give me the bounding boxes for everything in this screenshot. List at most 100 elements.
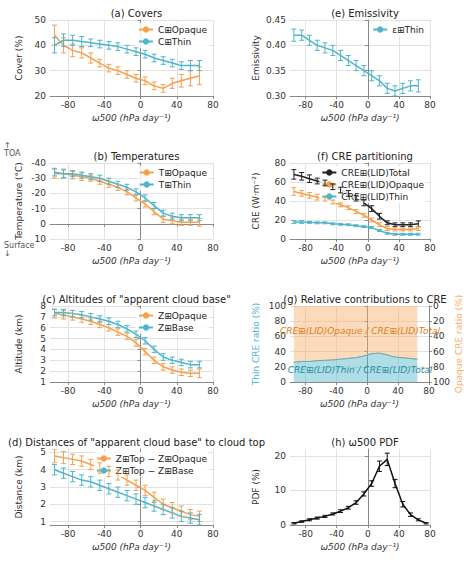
svg-text:0.35: 0.35 <box>266 66 286 76</box>
svg-text:Distance (km): Distance (km) <box>14 455 24 518</box>
svg-text:CRE⊞(LID)Thin: CRE⊞(LID)Thin <box>341 192 408 202</box>
svg-text:(c) Altitudes of "apparent clo: (c) Altitudes of "apparent cloud base" <box>42 294 231 305</box>
svg-text:ω500 (hPa day⁻¹): ω500 (hPa day⁻¹) <box>320 542 399 552</box>
svg-text:0.40: 0.40 <box>266 40 286 50</box>
svg-text:3: 3 <box>40 355 46 365</box>
svg-text:Cover (%): Cover (%) <box>14 36 24 81</box>
svg-text:0: 0 <box>365 529 371 539</box>
svg-text:Opaque CRE ratio (%): Opaque CRE ratio (%) <box>454 295 464 393</box>
svg-text:Z⊞Opaque: Z⊞Opaque <box>158 311 207 321</box>
svg-text:Altitude (km): Altitude (km) <box>14 314 24 373</box>
svg-text:(d) Distances of "apparent clo: (d) Distances of "apparent cloud base" t… <box>8 437 265 448</box>
svg-text:-80: -80 <box>298 243 313 253</box>
svg-text:20: 20 <box>275 362 287 372</box>
svg-text:80: 80 <box>207 243 219 253</box>
svg-text:0: 0 <box>364 386 370 396</box>
svg-text:(g) Relative contributions to: (g) Relative contributions to CRE <box>283 294 446 305</box>
svg-text:80: 80 <box>207 100 219 110</box>
svg-text:0: 0 <box>280 234 286 244</box>
svg-text:0: 0 <box>138 386 144 396</box>
svg-text:ω500 (hPa day⁻¹): ω500 (hPa day⁻¹) <box>92 256 171 266</box>
svg-text:1: 1 <box>40 517 46 527</box>
svg-text:6: 6 <box>40 323 46 333</box>
svg-text:(b) Temperatures: (b) Temperatures <box>94 151 180 162</box>
svg-text:80: 80 <box>424 243 436 253</box>
svg-text:(e) Emissivity: (e) Emissivity <box>331 8 399 19</box>
svg-text:80: 80 <box>207 386 219 396</box>
svg-text:80: 80 <box>275 316 287 326</box>
svg-text:CRE⊞(LID)Opaque: CRE⊞(LID)Opaque <box>341 180 424 190</box>
svg-text:40: 40 <box>393 243 405 253</box>
svg-text:CRE (W·m⁻²): CRE (W·m⁻²) <box>251 173 261 230</box>
svg-text:PDF (%): PDF (%) <box>251 469 261 505</box>
svg-text:60: 60 <box>275 177 287 187</box>
svg-text:80: 80 <box>275 158 287 168</box>
svg-text:ω500 (hPa day⁻¹): ω500 (hPa day⁻¹) <box>320 113 399 123</box>
svg-text:-40: -40 <box>329 100 344 110</box>
svg-text:ω500 (hPa day⁻¹): ω500 (hPa day⁻¹) <box>320 399 399 409</box>
svg-text:60: 60 <box>433 347 445 357</box>
svg-text:80: 80 <box>424 529 436 539</box>
svg-text:0: 0 <box>138 243 144 253</box>
svg-text:40: 40 <box>393 529 405 539</box>
svg-text:-80: -80 <box>298 100 313 110</box>
svg-text:CRE⊞(LID)Thin / CRE⊞(LID)Total: CRE⊞(LID)Thin / CRE⊞(LID)Total <box>288 365 433 375</box>
svg-text:4: 4 <box>40 465 46 475</box>
svg-text:40: 40 <box>393 100 405 110</box>
svg-text:(f) CRE partitioning: (f) CRE partitioning <box>317 151 413 162</box>
svg-text:5: 5 <box>40 334 46 344</box>
svg-text:-40: -40 <box>31 158 46 168</box>
svg-text:10: 10 <box>35 234 47 244</box>
svg-text:Temperature (°C): Temperature (°C) <box>14 162 24 241</box>
svg-text:-20: -20 <box>31 188 46 198</box>
svg-text:2: 2 <box>40 366 46 376</box>
svg-text:30: 30 <box>35 66 47 76</box>
svg-text:3: 3 <box>40 482 46 492</box>
svg-text:0: 0 <box>138 100 144 110</box>
svg-text:ω500 (hPa day⁻¹): ω500 (hPa day⁻¹) <box>320 256 399 266</box>
svg-text:-40: -40 <box>97 243 112 253</box>
svg-text:-40: -40 <box>97 100 112 110</box>
svg-text:CRE⊞(LID)Total: CRE⊞(LID)Total <box>341 168 409 178</box>
svg-text:40: 40 <box>171 100 183 110</box>
svg-text:40: 40 <box>275 347 287 357</box>
svg-text:Z⊞Top − Z⊞Opaque: Z⊞Top − Z⊞Opaque <box>116 454 208 464</box>
svg-text:Z⊞Top − Z⊞Base: Z⊞Top − Z⊞Base <box>116 466 194 476</box>
svg-text:-80: -80 <box>298 529 313 539</box>
svg-text:CRE⊞(LID)Opaque / CRE⊞(LID)Tot: CRE⊞(LID)Opaque / CRE⊞(LID)Total <box>280 326 441 336</box>
svg-text:20: 20 <box>35 91 47 101</box>
svg-text:80: 80 <box>424 100 436 110</box>
svg-text:(a) Covers: (a) Covers <box>111 8 163 19</box>
svg-text:0: 0 <box>280 520 286 530</box>
svg-text:10: 10 <box>275 485 287 495</box>
svg-text:40: 40 <box>35 40 47 50</box>
svg-text:Thin CRE ratio (%): Thin CRE ratio (%) <box>251 303 261 387</box>
svg-text:80: 80 <box>433 362 445 372</box>
svg-text:1: 1 <box>40 377 46 387</box>
svg-text:0.30: 0.30 <box>266 91 286 101</box>
svg-text:0: 0 <box>40 219 46 229</box>
svg-text:80: 80 <box>207 529 219 539</box>
svg-text:ω500 (hPa day⁻¹): ω500 (hPa day⁻¹) <box>92 113 171 123</box>
svg-text:-80: -80 <box>61 243 76 253</box>
svg-text:20: 20 <box>433 316 445 326</box>
svg-text:ω500 (hPa day⁻¹): ω500 (hPa day⁻¹) <box>92 542 171 552</box>
svg-text:40: 40 <box>171 243 183 253</box>
svg-text:2: 2 <box>40 499 46 509</box>
svg-text:-80: -80 <box>61 529 76 539</box>
svg-text:T⊞Thin: T⊞Thin <box>158 180 191 190</box>
svg-text:-40: -40 <box>329 243 344 253</box>
svg-text:C⊞Thin: C⊞Thin <box>158 37 191 47</box>
svg-text:C⊞Opaque: C⊞Opaque <box>158 25 208 35</box>
svg-text:4: 4 <box>40 344 46 354</box>
svg-text:7: 7 <box>40 312 46 322</box>
svg-text:0.45: 0.45 <box>266 15 286 25</box>
svg-text:40: 40 <box>392 386 404 396</box>
svg-text:-40: -40 <box>329 529 344 539</box>
svg-text:(h) ω500 PDF: (h) ω500 PDF <box>331 437 399 448</box>
svg-text:5: 5 <box>40 447 46 457</box>
svg-text:TOA: TOA <box>3 149 21 158</box>
svg-text:Z⊞Base: Z⊞Base <box>158 323 194 333</box>
svg-text:0: 0 <box>138 529 144 539</box>
svg-text:-10: -10 <box>31 204 46 214</box>
